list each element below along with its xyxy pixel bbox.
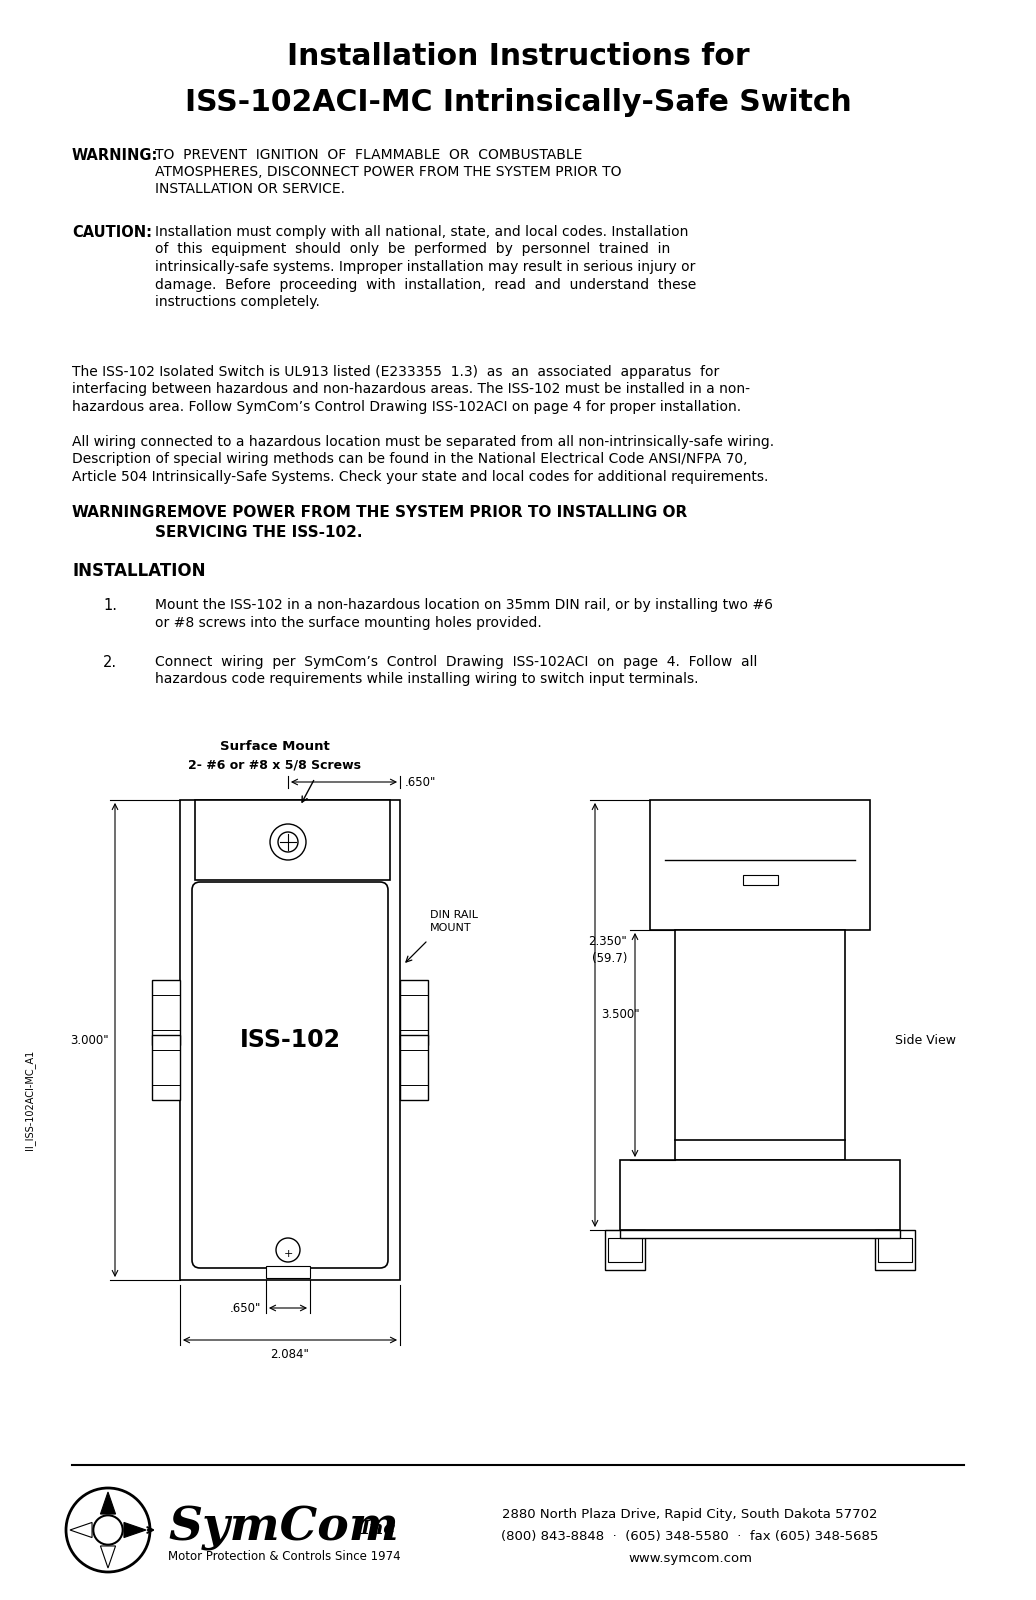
Bar [180, 800, 400, 1280]
Bar [152, 1035, 180, 1101]
Text: The ISS-102 Isolated Switch is UL913 listed (E233355  1.3)  as  an  associated  : The ISS-102 Isolated Switch is UL913 lis… [71, 365, 719, 379]
Bar [675, 930, 845, 1160]
Text: Motor Protection & Controls Since 1974: Motor Protection & Controls Since 1974 [168, 1550, 401, 1563]
Text: +: + [283, 1250, 293, 1259]
Bar [152, 979, 180, 1045]
Text: Description of special wiring methods can be found in the National Electrical Co: Description of special wiring methods ca… [71, 453, 748, 467]
Text: or #8 screws into the surface mounting holes provided.: or #8 screws into the surface mounting h… [155, 616, 542, 629]
Circle shape [93, 1515, 122, 1544]
Text: interfacing between hazardous and non-hazardous areas. The ISS-102 must be insta: interfacing between hazardous and non-ha… [71, 382, 750, 397]
Text: (800) 843-8848  ·  (605) 348-5580  ·  fax (605) 348-5685: (800) 843-8848 · (605) 348-5580 · fax (6… [501, 1530, 879, 1542]
Bar [605, 1230, 645, 1270]
Bar [650, 800, 870, 930]
Text: Inc: Inc [359, 1520, 395, 1538]
Text: CAUTION:: CAUTION: [71, 226, 152, 240]
Bar [877, 1238, 912, 1262]
Text: instructions completely.: instructions completely. [155, 294, 320, 309]
Bar [620, 1230, 900, 1238]
Text: WARNING:: WARNING: [71, 149, 159, 163]
Polygon shape [70, 1523, 92, 1538]
Bar [266, 1266, 310, 1278]
Text: 3.500": 3.500" [601, 1008, 640, 1021]
Text: Surface Mount: Surface Mount [220, 739, 329, 754]
Text: Mount the ISS-102 in a non-hazardous location on 35mm DIN rail, or by installing: Mount the ISS-102 in a non-hazardous loc… [155, 598, 773, 611]
Text: SymCom: SymCom [168, 1506, 399, 1550]
Text: damage.  Before  proceeding  with  installation,  read  and  understand  these: damage. Before proceeding with installat… [155, 277, 696, 291]
Text: ATMOSPHERES, DISCONNECT POWER FROM THE SYSTEM PRIOR TO: ATMOSPHERES, DISCONNECT POWER FROM THE S… [155, 165, 622, 179]
Bar [875, 1230, 915, 1270]
Text: 3.000": 3.000" [70, 1034, 109, 1046]
Text: of  this  equipment  should  only  be  performed  by  personnel  trained  in: of this equipment should only be perform… [155, 243, 670, 256]
Text: 2.350": 2.350" [588, 934, 627, 947]
Text: 2- #6 or #8 x 5/8 Screws: 2- #6 or #8 x 5/8 Screws [189, 758, 362, 771]
Text: Installation Instructions for: Installation Instructions for [287, 42, 749, 70]
Bar [400, 979, 428, 1045]
Text: Connect  wiring  per  SymCom’s  Control  Drawing  ISS-102ACI  on  page  4.  Foll: Connect wiring per SymCom’s Control Draw… [155, 654, 757, 669]
Bar [195, 800, 390, 880]
Text: 2880 North Plaza Drive, Rapid City, South Dakota 57702: 2880 North Plaza Drive, Rapid City, Sout… [502, 1507, 877, 1522]
Text: Side View: Side View [895, 1034, 956, 1046]
Text: ISS-102ACI-MC Intrinsically-Safe Switch: ISS-102ACI-MC Intrinsically-Safe Switch [184, 88, 852, 117]
Text: .650": .650" [230, 1301, 261, 1315]
Polygon shape [100, 1491, 116, 1514]
Text: II_ISS-102ACI-MC_A1: II_ISS-102ACI-MC_A1 [25, 1050, 35, 1150]
Bar [608, 1238, 642, 1262]
Polygon shape [100, 1546, 116, 1568]
Text: intrinsically-safe systems. Improper installation may result in serious injury o: intrinsically-safe systems. Improper ins… [155, 259, 695, 274]
Text: 1.: 1. [103, 598, 117, 613]
Text: 2.: 2. [103, 654, 117, 670]
Text: Article 504 Intrinsically-Safe Systems. Check your state and local codes for add: Article 504 Intrinsically-Safe Systems. … [71, 470, 769, 483]
Text: .650": .650" [405, 776, 436, 789]
Text: All wiring connected to a hazardous location must be separated from all non-intr: All wiring connected to a hazardous loca… [71, 435, 774, 450]
Bar [620, 1160, 900, 1230]
Text: TO  PREVENT  IGNITION  OF  FLAMMABLE  OR  COMBUSTABLE: TO PREVENT IGNITION OF FLAMMABLE OR COMB… [155, 149, 582, 162]
Text: SERVICING THE ISS-102.: SERVICING THE ISS-102. [155, 525, 363, 541]
Text: hazardous area. Follow SymCom’s Control Drawing ISS-102ACI on page 4 for proper : hazardous area. Follow SymCom’s Control … [71, 400, 741, 414]
Text: (59.7): (59.7) [592, 952, 627, 965]
Text: Installation must comply with all national, state, and local codes. Installation: Installation must comply with all nation… [155, 226, 688, 238]
Text: ISS-102: ISS-102 [239, 1029, 341, 1053]
Text: hazardous code requirements while installing wiring to switch input terminals.: hazardous code requirements while instal… [155, 672, 698, 686]
Text: INSTALLATION: INSTALLATION [71, 562, 205, 579]
Text: WARNING:: WARNING: [71, 506, 162, 520]
Text: DIN RAIL
MOUNT: DIN RAIL MOUNT [430, 910, 478, 933]
Polygon shape [124, 1523, 146, 1538]
Text: 2.084": 2.084" [270, 1347, 310, 1362]
Text: REMOVE POWER FROM THE SYSTEM PRIOR TO INSTALLING OR: REMOVE POWER FROM THE SYSTEM PRIOR TO IN… [155, 506, 687, 520]
Text: INSTALLATION OR SERVICE.: INSTALLATION OR SERVICE. [155, 182, 345, 195]
Text: www.symcom.com: www.symcom.com [628, 1552, 752, 1565]
Circle shape [270, 824, 306, 861]
Circle shape [276, 1238, 300, 1262]
Bar [743, 875, 777, 885]
Bar [400, 1035, 428, 1101]
Circle shape [66, 1488, 150, 1571]
FancyBboxPatch shape [192, 882, 388, 1267]
Circle shape [278, 832, 298, 851]
